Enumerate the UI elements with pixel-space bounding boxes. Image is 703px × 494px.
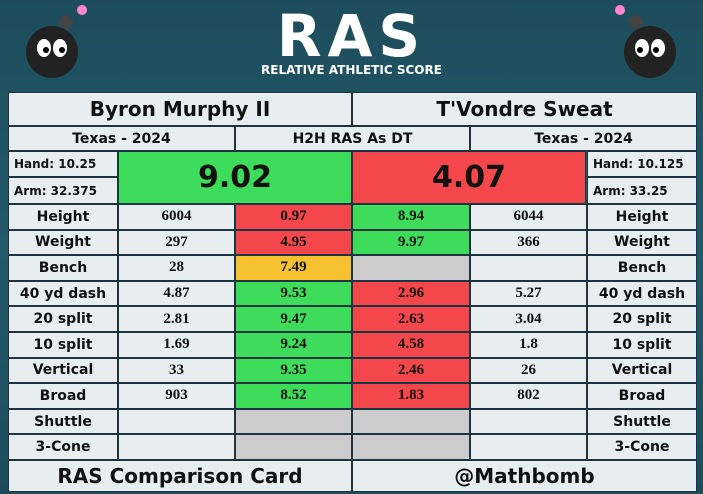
- metric-score: 9.35: [235, 357, 352, 384]
- mascots: [26, 5, 676, 78]
- metric-value: 6044: [470, 204, 587, 230]
- metric-score: [352, 255, 470, 281]
- metric-score: 1.83: [352, 383, 470, 409]
- player-name: Byron Murphy II: [8, 92, 352, 126]
- player-school: Texas - 2024: [8, 126, 235, 151]
- metric-score: 9.97: [352, 229, 470, 256]
- hand-size: Hand: 10.25: [8, 151, 118, 177]
- metric-score: 9.47: [235, 306, 352, 332]
- metric-value: 903: [118, 383, 235, 409]
- metric-label: 40 yd dash: [8, 280, 118, 307]
- metric-value: [470, 255, 587, 281]
- metric-value: 28: [118, 255, 235, 281]
- metric-value: [118, 408, 235, 435]
- metric-label: Shuttle: [587, 408, 697, 435]
- player-name: T'Vondre Sweat: [352, 92, 697, 126]
- metric-label: 20 split: [587, 306, 697, 332]
- metric-label: 3-Cone: [8, 434, 118, 460]
- metric-score: [235, 408, 352, 435]
- comparison-label: H2H RAS As DT: [235, 126, 470, 151]
- metric-score: 8.94: [352, 204, 470, 230]
- metric-score: 7.49: [235, 255, 352, 281]
- metric-label: 20 split: [8, 306, 118, 332]
- metric-label: Shuttle: [8, 408, 118, 435]
- metric-value: [470, 434, 587, 460]
- metric-label: Broad: [587, 383, 697, 409]
- metric-value: 5.27: [470, 280, 587, 307]
- metric-score: 2.46: [352, 357, 470, 384]
- ras-score: 9.02: [118, 151, 352, 204]
- metric-value: 6004: [118, 204, 235, 230]
- metric-value: 802: [470, 383, 587, 409]
- metric-label: Vertical: [587, 357, 697, 384]
- metric-value: 366: [470, 229, 587, 256]
- metric-value: 1.8: [470, 332, 587, 358]
- arm-length: Arm: 33.25: [587, 177, 697, 204]
- footer-right: @Mathbomb: [352, 460, 697, 492]
- metric-value: 3.04: [470, 306, 587, 332]
- metric-value: [470, 408, 587, 435]
- metric-label: Bench: [587, 255, 697, 281]
- metric-label: 3-Cone: [587, 434, 697, 460]
- metric-score: [235, 434, 352, 460]
- footer-left: RAS Comparison Card: [8, 460, 352, 492]
- metric-label: Weight: [587, 229, 697, 256]
- metric-score: 2.96: [352, 280, 470, 307]
- player-school: Texas - 2024: [470, 126, 697, 151]
- metric-score: 2.63: [352, 306, 470, 332]
- metric-label: Broad: [8, 383, 118, 409]
- metric-label: Bench: [8, 255, 118, 281]
- metric-value: [118, 434, 235, 460]
- metric-label: 40 yd dash: [587, 280, 697, 307]
- metric-value: 2.81: [118, 306, 235, 332]
- mascot-left: [26, 5, 87, 78]
- metric-score: 4.95: [235, 229, 352, 256]
- metric-label: Height: [587, 204, 697, 230]
- metric-score: 0.97: [235, 204, 352, 230]
- logo: RAS: [276, 2, 427, 70]
- metric-score: 9.24: [235, 332, 352, 358]
- metric-label: Height: [8, 204, 118, 230]
- metric-label: Weight: [8, 229, 118, 256]
- ras-score: 4.07: [352, 151, 586, 204]
- metric-label: Vertical: [8, 357, 118, 384]
- metric-label: 10 split: [587, 332, 697, 358]
- metric-value: 33: [118, 357, 235, 384]
- mascot-right: [615, 5, 676, 78]
- metric-score: [352, 434, 470, 460]
- metric-score: 4.58: [352, 332, 470, 358]
- metric-score: 9.53: [235, 280, 352, 307]
- logo-subtitle: RELATIVE ATHLETIC SCORE: [261, 63, 442, 77]
- metric-label: 10 split: [8, 332, 118, 358]
- metric-value: 1.69: [118, 332, 235, 358]
- metric-value: 4.87: [118, 280, 235, 307]
- metric-score: 8.52: [235, 383, 352, 409]
- hand-size: Hand: 10.125: [587, 151, 697, 177]
- metric-score: [352, 408, 470, 435]
- arm-length: Arm: 32.375: [8, 177, 118, 204]
- metric-value: 297: [118, 229, 235, 256]
- metric-value: 26: [470, 357, 587, 384]
